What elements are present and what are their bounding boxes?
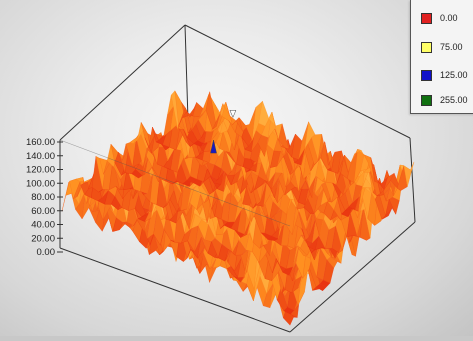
box-edge — [409, 137, 416, 223]
legend-swatch — [421, 12, 432, 24]
legend-swatch — [421, 94, 432, 106]
z-tick-label: 60.00 — [31, 206, 55, 217]
box-edge — [184, 24, 411, 139]
legend-label: 125.00 — [440, 70, 468, 80]
legend-item: 125.00 — [421, 68, 468, 82]
peaks — [210, 110, 237, 154]
z-tick-label: 160.00 — [26, 137, 55, 148]
z-tick-label: 0.00 — [37, 247, 56, 258]
bounding-box-back — [59, 24, 416, 223]
z-axis: 0.00 20.00 40.00 60.00 80.00 100.00 120.00 140.… — [26, 137, 63, 258]
z-tick-label: 120.00 — [26, 165, 55, 176]
legend-item: 255.00 — [421, 93, 468, 107]
box-edge — [59, 247, 291, 333]
peak-spike — [229, 110, 237, 118]
box-edge — [184, 24, 189, 121]
legend-swatch — [421, 69, 432, 81]
peak-spike — [210, 139, 217, 154]
legend-label: 255.00 — [440, 95, 468, 105]
legend-item: 0.00 — [421, 11, 458, 25]
z-tick-label: 100.00 — [26, 178, 55, 189]
legend: 0.00 75.00 125.00 255.00 — [410, 0, 473, 114]
z-tick-label: 20.00 — [31, 233, 55, 244]
legend-swatch — [421, 41, 432, 53]
z-tick-label: 140.00 — [26, 151, 55, 162]
bounding-box-front — [59, 139, 416, 333]
box-edge — [289, 221, 416, 333]
z-tick-label: 80.00 — [31, 192, 55, 203]
z-tick-label: 40.00 — [31, 220, 55, 231]
box-edge — [59, 139, 291, 227]
legend-label: 0.00 — [440, 13, 458, 23]
box-edge — [59, 24, 186, 141]
surface — [61, 90, 415, 326]
surface-facet — [403, 161, 415, 187]
legend-label: 75.00 — [440, 42, 463, 52]
legend-item: 75.00 — [421, 40, 463, 54]
